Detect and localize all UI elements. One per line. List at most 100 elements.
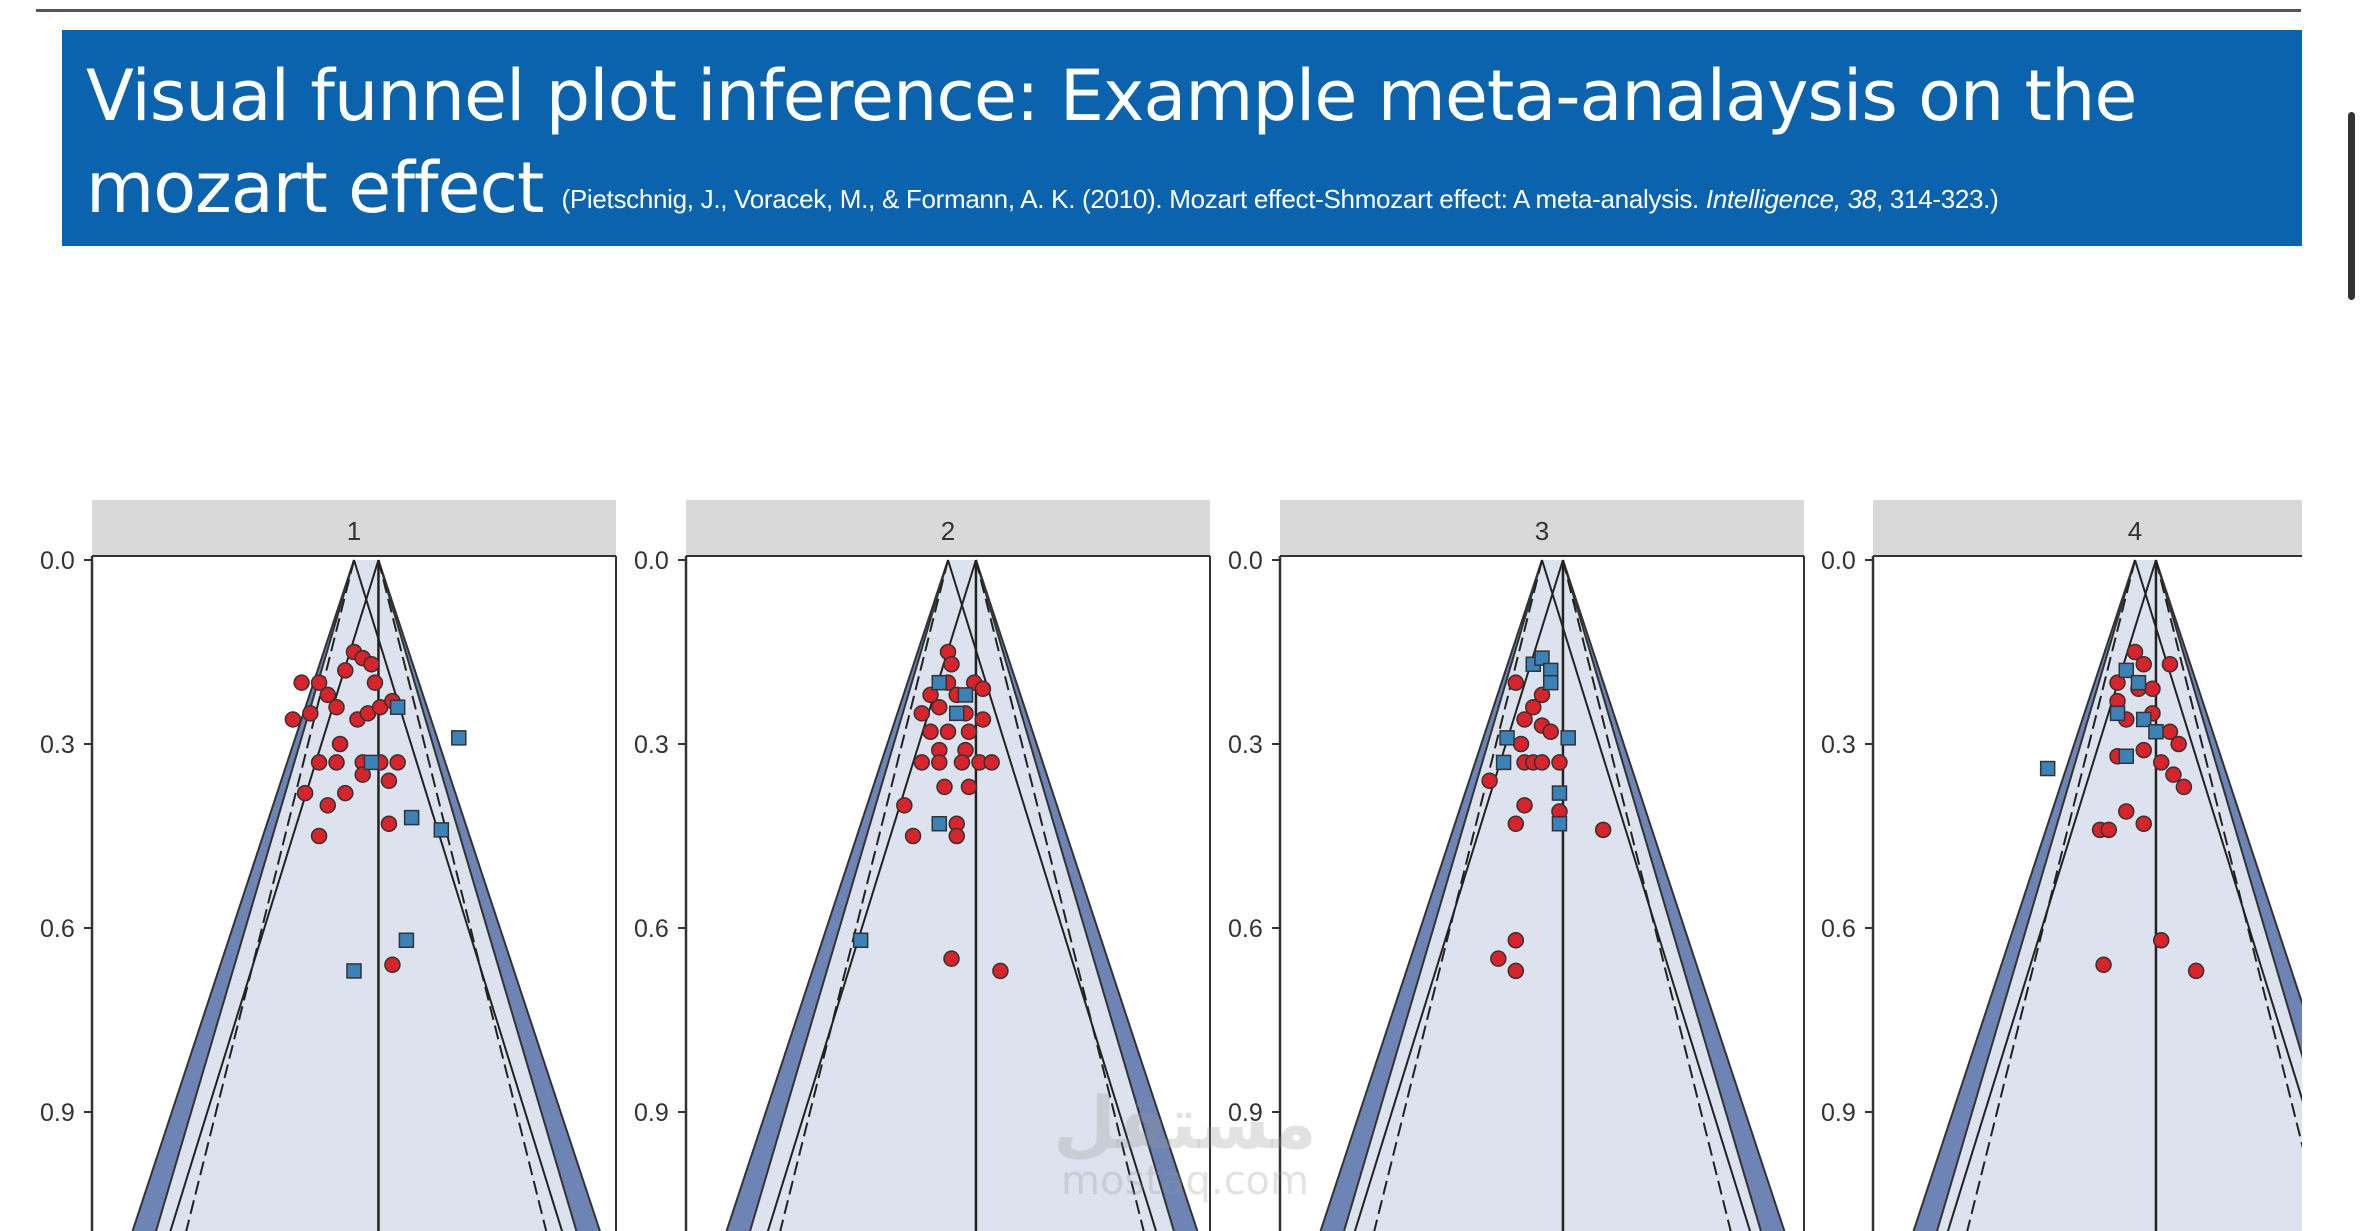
imputed-point <box>403 809 420 826</box>
citation: (Pietschnig, J., Voracek, M., & Formann,… <box>561 184 1998 214</box>
funnel-region <box>132 560 600 1231</box>
y-tick-label: 0.3 <box>1228 731 1263 759</box>
page-title-line-2-row: mozart effect (Pietschnig, J., Voracek, M… <box>86 142 2278 234</box>
observed-point <box>1551 754 1568 771</box>
observed-point <box>310 827 328 845</box>
citation-journal: Intelligence, 38 <box>1705 184 1877 214</box>
y-tick-label: 0.9 <box>1228 1099 1263 1127</box>
y-tick-label: 0.9 <box>1821 1099 1856 1127</box>
panel-label: 2 <box>941 516 955 546</box>
observed-point <box>337 784 354 802</box>
observed-point <box>2144 680 2161 698</box>
funnel-band-right <box>377 559 601 1231</box>
observed-point <box>913 705 931 722</box>
observed-point <box>1542 723 1559 740</box>
imputed-point <box>2118 748 2135 765</box>
observed-point <box>960 723 978 740</box>
observed-point <box>328 754 345 771</box>
imputed-point <box>2109 705 2126 722</box>
watermark: مستقل mostaq.com <box>1035 1085 1335 1201</box>
panel-strip <box>1280 500 1804 556</box>
y-tick-label: 0.6 <box>1821 915 1856 943</box>
observed-point <box>331 735 349 753</box>
observed-point <box>948 827 965 845</box>
vertical-scrollbar[interactable] <box>2348 112 2355 300</box>
observed-point <box>1533 754 1551 771</box>
funnel-line-cross-a <box>353 559 564 1231</box>
observed-point <box>1516 711 1533 728</box>
panel-3: 3 0.0 0.3 0.6 0.9 <box>1228 500 1805 1231</box>
observed-point <box>1594 821 1612 839</box>
observed-point <box>2187 962 2205 980</box>
imputed-point <box>2135 711 2152 728</box>
observed-point <box>1533 686 1551 704</box>
observed-point <box>1512 735 1530 753</box>
imputed-point <box>433 822 450 838</box>
observed-point <box>2152 754 2170 771</box>
funnel-band-right <box>974 559 1199 1231</box>
imputed-point <box>1499 730 1515 746</box>
observed-point <box>319 686 337 704</box>
observed-point <box>992 962 1009 980</box>
observed-point <box>384 956 401 974</box>
observed-point <box>2175 778 2193 796</box>
observed-point <box>2135 656 2152 673</box>
imputed-point <box>1551 785 1568 801</box>
observed-point <box>2152 932 2170 949</box>
observed-point <box>319 797 337 814</box>
imputed-point <box>346 963 362 979</box>
funnel-line-inner-left <box>779 559 949 1231</box>
y-tick-label: 0.3 <box>40 731 75 759</box>
funnel-line-inner-left <box>185 559 355 1231</box>
watermark-latin: mostaq.com <box>1060 1158 1309 1204</box>
observed-point <box>922 723 939 740</box>
observed-point <box>974 680 992 698</box>
funnel-band-left <box>131 559 355 1231</box>
citation-text: (Pietschnig, J., Voracek, M., & Formann,… <box>561 184 1706 214</box>
imputed-point <box>1534 650 1550 666</box>
observed-point <box>922 686 939 704</box>
observed-point <box>337 662 354 679</box>
observed-point <box>939 723 957 740</box>
observed-point <box>2135 815 2152 832</box>
panel-1: 1 0.0 0.3 0.6 0.9 <box>40 500 617 1231</box>
observed-point <box>983 754 1000 771</box>
panel-2: 2 0.0 0.3 0.6 0.9 <box>634 500 1211 1231</box>
funnel-band-right <box>2155 559 2302 1059</box>
page-title-line-1: Visual funnel plot inference: Example me… <box>86 55 2137 137</box>
observed-point <box>2109 674 2126 691</box>
observed-point <box>284 711 302 728</box>
imputed-point <box>957 687 974 703</box>
observed-point <box>2126 643 2144 661</box>
observed-point <box>904 827 922 845</box>
y-tick-label: 0.9 <box>634 1099 669 1127</box>
observed-point <box>389 754 406 771</box>
observed-point <box>943 656 960 673</box>
y-tick-label: 0.3 <box>634 731 669 759</box>
imputed-point <box>363 754 380 771</box>
observed-point <box>328 698 345 716</box>
page-title-line-2: mozart effect <box>86 147 544 229</box>
observed-point <box>1507 962 1525 980</box>
imputed-point <box>389 699 406 715</box>
funnel-band-left <box>1912 559 2136 1231</box>
funnel-region <box>1320 560 1785 1231</box>
observed-point <box>2170 735 2187 753</box>
funnel-line-cross-b <box>1353 559 1564 1231</box>
observed-point <box>2165 766 2182 783</box>
observed-point <box>354 766 371 783</box>
observed-point <box>1490 950 1507 967</box>
observed-point <box>363 656 380 673</box>
observed-point <box>943 950 960 967</box>
observed-point <box>293 674 310 691</box>
observed-point <box>2135 741 2152 759</box>
imputed-point <box>1542 674 1559 691</box>
observed-point <box>953 754 971 771</box>
observed-point <box>931 754 948 771</box>
observed-point <box>2161 656 2179 673</box>
y-tick-label: 0.6 <box>1228 915 1263 943</box>
funnel-line-inner-right <box>974 559 1145 1231</box>
observed-point <box>2100 821 2118 839</box>
panel-strip <box>686 500 1210 556</box>
imputed-point <box>931 674 948 691</box>
